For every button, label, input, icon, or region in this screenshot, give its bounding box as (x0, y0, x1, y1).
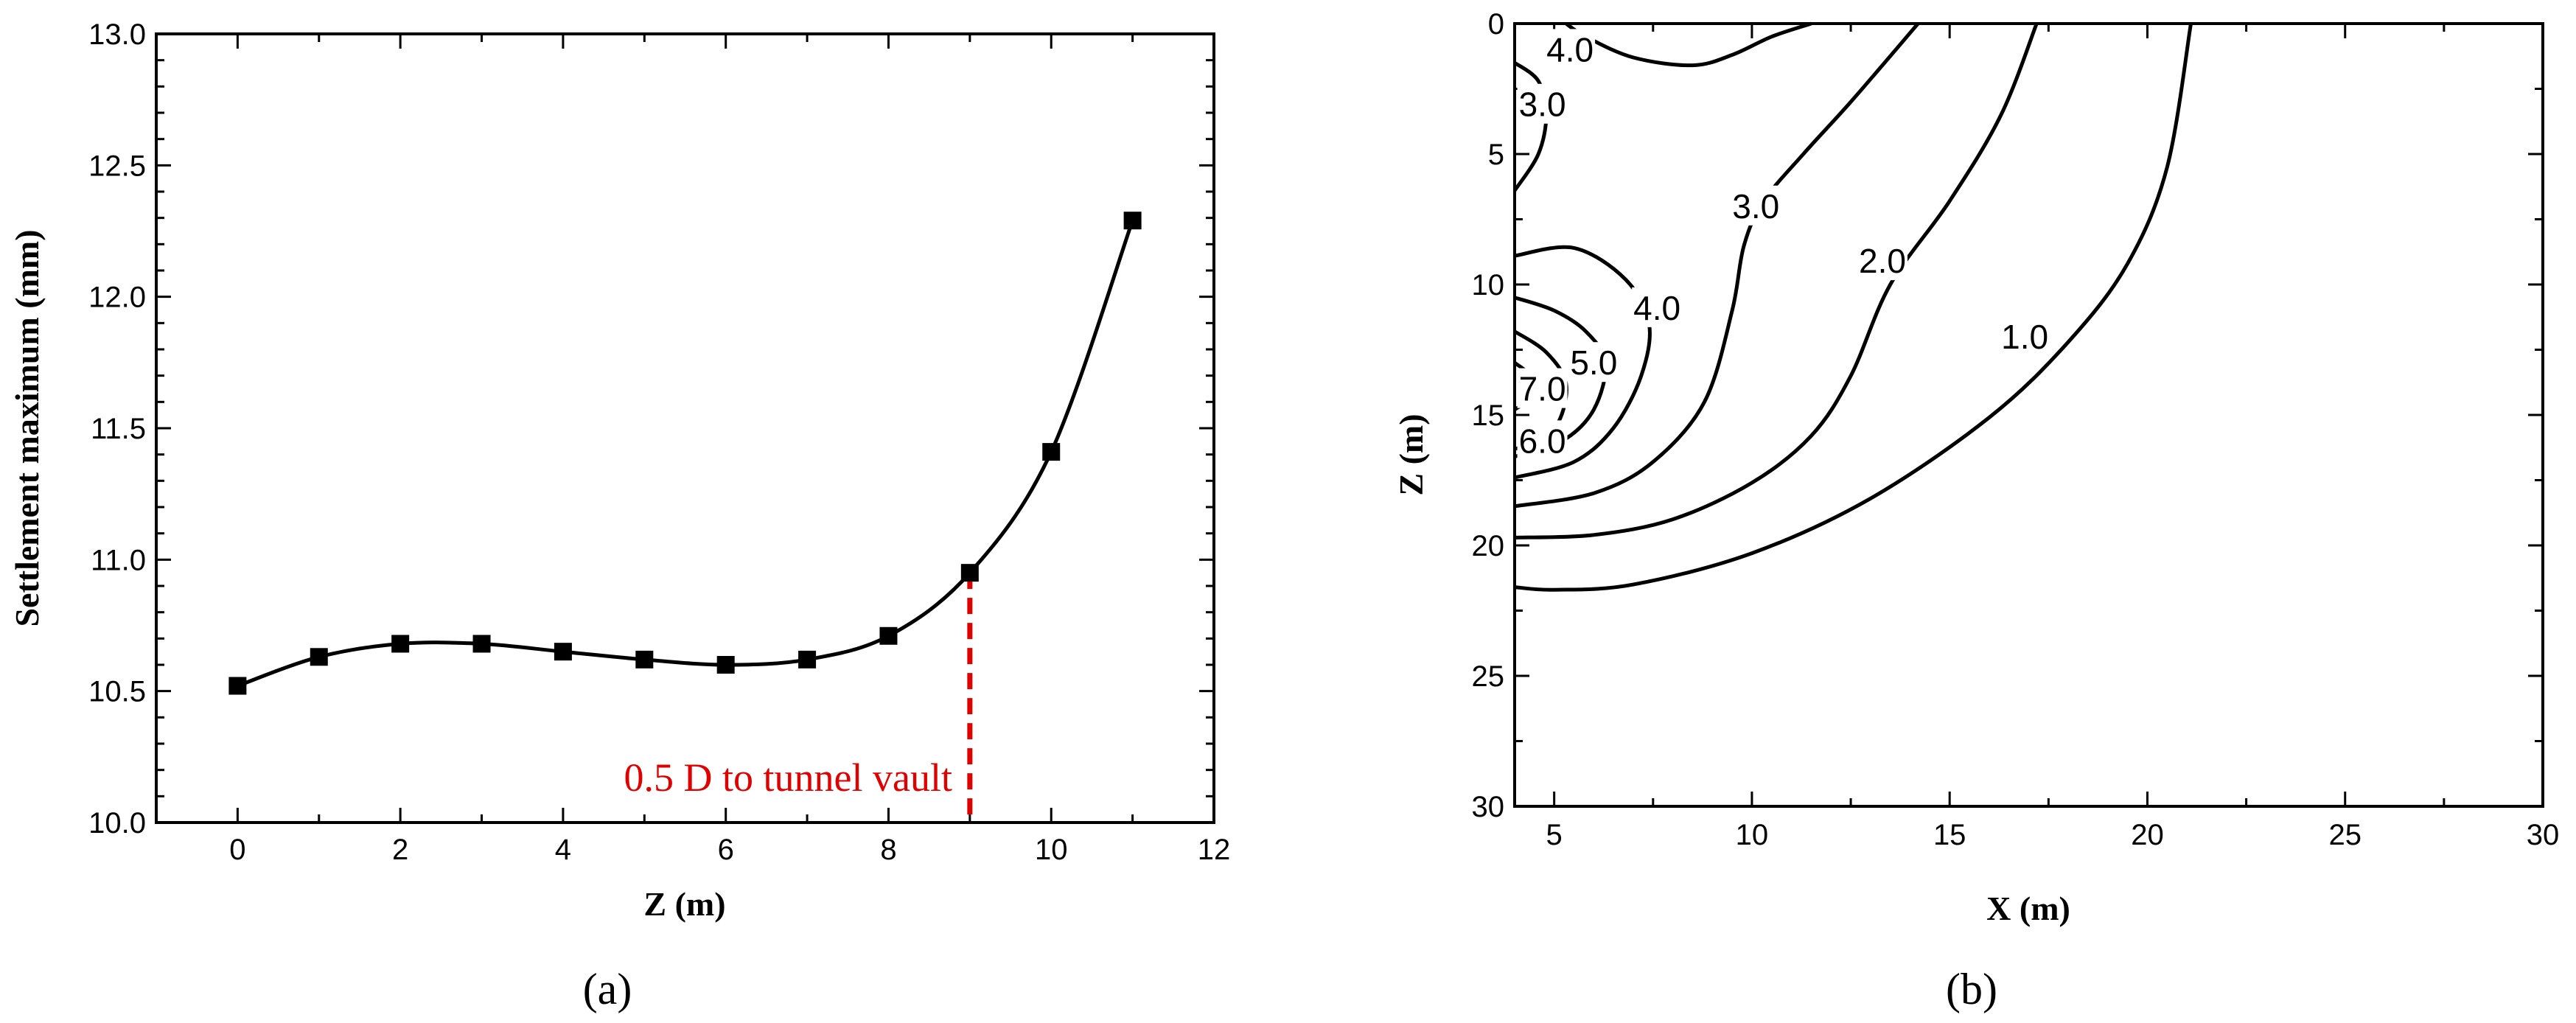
chart-b-x-tick-label: 15 (1933, 819, 1966, 851)
chart-b-contour-line (1514, 23, 2193, 592)
chart-b-contour-line (1514, 245, 1652, 480)
chart-b-y-tick-label: 5 (1488, 139, 1504, 171)
chart-b-y-tick-label: 20 (1472, 530, 1505, 562)
chart-a-x-tick-label: 10 (1035, 834, 1068, 866)
chart-a-ticks: 0 2 4 6 8 10 12 10.0 10.5 11.0 11.5 12.0 12.5 13.0 (88, 18, 1230, 866)
chart-a-data-point (554, 643, 572, 661)
chart-b-y-axis-title: Z (m) (1392, 413, 1430, 495)
chart-a-y-tick-label: 10.5 (88, 676, 146, 708)
chart-a-data-point (1042, 443, 1061, 461)
chart-a-series (228, 212, 1142, 695)
chart-a-data-point (391, 635, 410, 653)
chart-a-y-tick-label: 12.0 (88, 282, 146, 314)
chart-b-contour-label: 6.0 (1519, 422, 1566, 460)
chart-b-contour-label-bg (1632, 287, 1683, 327)
chart-a-panel-label: (a) (583, 965, 632, 1013)
chart-a-x-tick-label: 12 (1198, 834, 1231, 866)
chart-b-contour-label-bg (1517, 83, 1568, 124)
chart-a-y-tick-label: 10.0 (88, 807, 146, 839)
chart-b-ticks: 5 10 15 20 25 30 0 5 10 15 20 25 30 (1472, 8, 2560, 851)
chart-b-contour-label-bg (1731, 185, 1781, 226)
chart-a-x-tick-label: 2 (392, 834, 408, 866)
chart-b-y-tick-label: 15 (1472, 399, 1505, 432)
chart-a-x-tick-label: 4 (555, 834, 571, 866)
chart-b-x-tick-label: 25 (2328, 819, 2362, 851)
chart-a-y-tick-label: 13.0 (88, 18, 146, 51)
chart-b: 5 10 15 20 25 30 0 5 10 15 20 25 30 1.0 2.0 3.0 3.0 4.0 4… (1392, 8, 2559, 1013)
chart-a-x-tick-label: 8 (880, 834, 896, 866)
chart-a-data-point (310, 648, 328, 666)
chart-a-data-point (1123, 212, 1142, 230)
chart-a-data-point (635, 650, 654, 668)
chart-a-annotation: 0.5 D to tunnel vault (624, 755, 952, 800)
chart-b-y-tick-label: 25 (1472, 660, 1505, 693)
chart-b-contour-label: 5.0 (1570, 343, 1617, 382)
chart-b-contour-label-bg (1517, 368, 1568, 408)
chart-b-x-axis-title: X (m) (1986, 890, 2070, 927)
chart-a-y-axis-title: Settlement maximum (mm) (8, 229, 46, 626)
chart-b-y-tick-label: 30 (1472, 791, 1505, 823)
chart-b-panel-label: (b) (1946, 965, 1997, 1013)
chart-b-contour-label-bg (2000, 315, 2050, 356)
chart-a-data-point (472, 635, 491, 653)
chart-b-contour-label-bg (1568, 342, 1619, 383)
chart-a-x-tick-label: 6 (718, 834, 734, 866)
chart-b-contour-label: 2.0 (1859, 242, 1906, 280)
chart-b-contour-label: 7.0 (1519, 370, 1566, 408)
chart-a-x-tick-label: 0 (229, 834, 245, 866)
chart-b-contour-label: 3.0 (1519, 85, 1566, 124)
chart-b-contour-label-bg (1517, 420, 1568, 461)
chart-a-y-tick-label: 11.0 (91, 544, 146, 576)
chart-b-x-tick-label: 10 (1736, 819, 1769, 851)
chart-a-data-point (716, 656, 735, 674)
chart-b-x-tick-label: 5 (1546, 819, 1563, 851)
chart-b-x-tick-label: 20 (2131, 819, 2164, 851)
chart-b-contour-label-bg (1545, 29, 1596, 69)
chart-b-contour-label: 3.0 (1732, 187, 1779, 226)
chart-a-data-point (879, 626, 898, 645)
chart-a-data-point (228, 677, 247, 695)
chart-a-x-axis-title: Z (m) (643, 885, 725, 923)
chart-b-contour-label: 1.0 (2001, 318, 2048, 356)
chart-a: 0 2 4 6 8 10 12 10.0 10.5 11.0 11.5 12.0 12.5 13.0 0.… (8, 18, 1230, 1013)
chart-a-y-tick-label: 12.5 (88, 150, 146, 182)
chart-a-data-point (960, 564, 979, 582)
chart-b-contour-line (1514, 23, 2039, 540)
chart-a-data-point (798, 650, 817, 668)
chart-b-contour-line (1514, 22, 1920, 509)
chart-b-y-tick-label: 0 (1488, 8, 1504, 41)
chart-b-contour-label: 4.0 (1633, 289, 1680, 327)
chart-b-contour-label: 4.0 (1546, 30, 1594, 69)
chart-b-y-tick-label: 10 (1472, 269, 1505, 301)
chart-b-x-tick-label: 30 (2527, 819, 2560, 851)
chart-b-contour-label-bg (1857, 240, 1907, 281)
chart-a-y-tick-label: 11.5 (91, 413, 146, 445)
chart-b-contours: 1.0 2.0 3.0 3.0 4.0 4.0 5.07.0 6.0 (1512, 21, 2193, 592)
